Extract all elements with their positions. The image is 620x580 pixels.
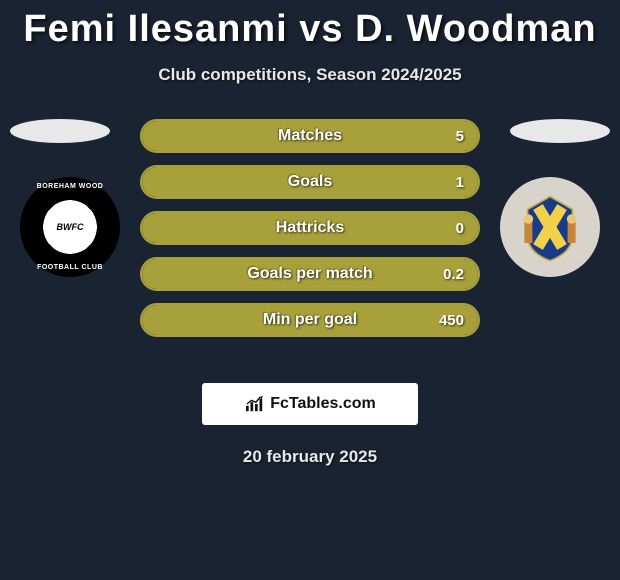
stat-bar-value: 5 (456, 128, 464, 145)
subtitle: Club competitions, Season 2024/2025 (0, 65, 620, 85)
stat-bar-value: 450 (439, 312, 464, 329)
crest-left-ring-text-top: BOREHAM WOOD (37, 183, 104, 190)
page-title: Femi Ilesanmi vs D. Woodman (0, 0, 620, 51)
comparison-panel: BOREHAM WOOD BWFC FOOTBALL CLUB Matches5… (0, 119, 620, 359)
stat-bar: Hattricks0 (140, 211, 480, 245)
stat-bar-value: 0.2 (443, 266, 464, 283)
chart-icon (244, 395, 266, 413)
crest-left-ring-text-bot: FOOTBALL CLUB (37, 264, 103, 271)
stat-bar: Goals per match0.2 (140, 257, 480, 291)
stat-bar-label: Matches (142, 127, 478, 145)
pointer-right (510, 119, 610, 143)
stat-bar-value: 0 (456, 220, 464, 237)
stat-bar-label: Goals per match (142, 265, 478, 283)
stat-bar-label: Min per goal (142, 311, 478, 329)
brand-text: FcTables.com (270, 395, 376, 413)
crest-left-inner: BWFC (50, 207, 90, 247)
stat-bars: Matches5Goals1Hattricks0Goals per match0… (140, 119, 480, 337)
crest-right-svg (510, 187, 590, 267)
brand-attribution: FcTables.com (202, 383, 418, 425)
stat-bar: Min per goal450 (140, 303, 480, 337)
stat-bar: Matches5 (140, 119, 480, 153)
stat-bar: Goals1 (140, 165, 480, 199)
stat-bar-value: 1 (456, 174, 464, 191)
stat-bar-label: Goals (142, 173, 478, 191)
date-label: 20 february 2025 (0, 447, 620, 467)
club-crest-left: BOREHAM WOOD BWFC FOOTBALL CLUB (20, 177, 120, 277)
pointer-left (10, 119, 110, 143)
stat-bar-label: Hattricks (142, 219, 478, 237)
club-crest-right (500, 177, 600, 277)
